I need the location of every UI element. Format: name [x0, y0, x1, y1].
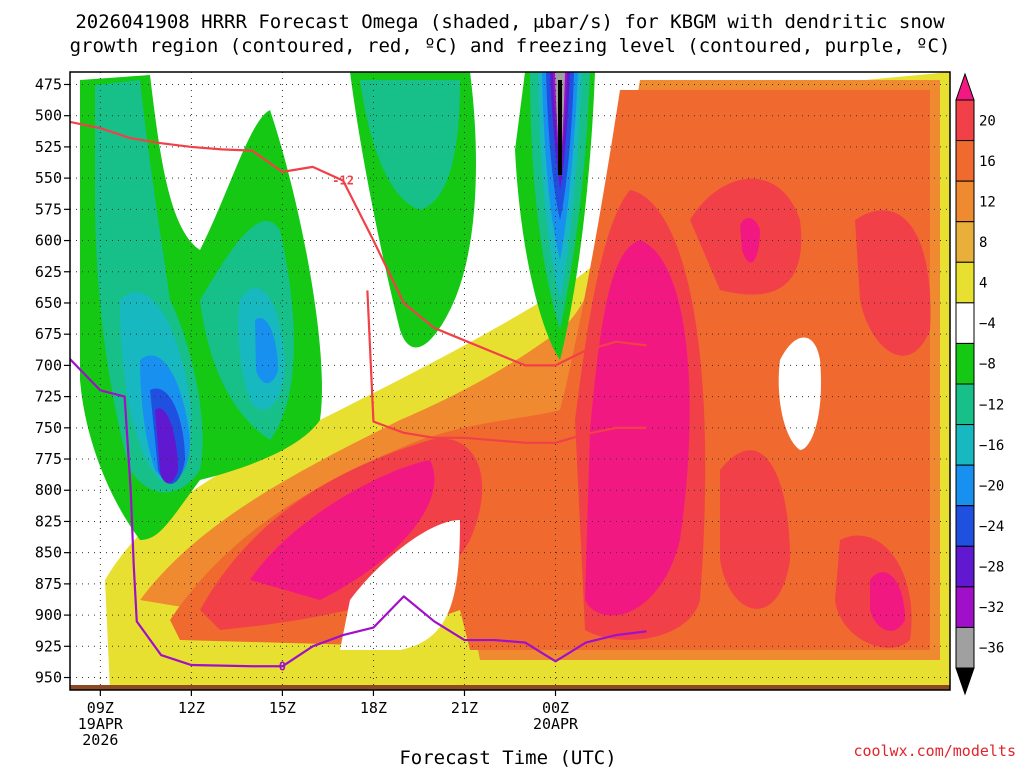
series-label-1: -12 [332, 174, 354, 188]
colorbar-top-arrow [955, 72, 975, 101]
y-tick-label-900: 900 [35, 606, 62, 624]
y-tick-label-550: 550 [35, 169, 62, 187]
x-tick-label-0-0: 09Z [87, 699, 114, 717]
colorbar-swatch-14 [955, 626, 975, 669]
series-line-2 [366, 290, 647, 444]
series-line-0 [70, 358, 647, 668]
colorbar: 20 16 12 8 4 −4 −8 −12 −16 −20 −24 −28 −32 −36 [955, 72, 1004, 696]
series-label-0: 0 [279, 659, 286, 673]
y-tick-label-650: 650 [35, 294, 62, 312]
omega-region-12 [870, 572, 905, 631]
y-tick-label-950: 950 [35, 669, 62, 687]
y-tick-label-875: 875 [35, 575, 62, 593]
colorbar-label-8: −16 [979, 438, 1004, 454]
colorbar-swatch-7 [955, 342, 975, 385]
chart-title-line1: 2026041908 HRRR Forecast Omega (shaded, … [75, 11, 945, 33]
y-tick-label-625: 625 [35, 263, 62, 281]
y-tick-label-775: 775 [35, 450, 62, 468]
plot-area: 0 -12 [69, 71, 951, 691]
omega-region-22 [155, 408, 178, 484]
colorbar-swatch-9 [955, 424, 975, 466]
y-tick-label-925: 925 [35, 637, 62, 655]
omega-region-8 [855, 210, 931, 356]
omega-region-11 [740, 218, 760, 263]
credit-text: coolwx.com/modelts [853, 742, 1016, 760]
colorbar-label-3: 8 [979, 235, 987, 251]
chart-title-line2: growth region (contoured, red, ºC) and f… [70, 35, 951, 57]
x-axis-label: Forecast Time (UTC) [399, 747, 616, 768]
colorbar-label-11: −28 [979, 560, 1004, 576]
y-tick-label-700: 700 [35, 356, 62, 374]
y-tick-label-500: 500 [35, 107, 62, 125]
omega-region-25 [360, 80, 460, 210]
contour-lines: 0 -12 [70, 120, 647, 673]
omega-region-34 [558, 80, 562, 175]
y-tick-label-600: 600 [35, 232, 62, 250]
colorbar-label-1: 16 [979, 154, 996, 170]
colorbar-label-9: −20 [979, 478, 1004, 494]
colorbar-swatch-1 [955, 99, 975, 142]
colorbar-swatch-2 [955, 140, 975, 182]
y-tick-label-725: 725 [35, 388, 62, 406]
plot-frame [69, 71, 951, 691]
colorbar-swatch-11 [955, 505, 975, 547]
colorbar-label-4: 4 [979, 276, 987, 292]
colorbar-swatch-5 [955, 261, 975, 304]
x-tick-label-0-2: 2026 [82, 731, 118, 749]
colorbar-label-10: −24 [979, 519, 1004, 535]
omega-region-23 [255, 318, 278, 384]
x-tick-label-12-0: 21Z [451, 699, 478, 717]
gridlines [70, 72, 950, 690]
x-tick-label-0-1: 19APR [78, 715, 124, 733]
colorbar-swatch-6 [955, 302, 975, 344]
omega-region-13 [778, 337, 821, 450]
omega-shaded-field [80, 72, 950, 690]
colorbar-label-6: −8 [979, 357, 996, 373]
y-tick-label-575: 575 [35, 200, 62, 218]
colorbar-swatch-8 [955, 383, 975, 426]
series-line-1 [70, 120, 647, 367]
x-tick-label-3-0: 12Z [178, 699, 205, 717]
x-tick-label-15-0: 00Z [542, 699, 569, 717]
colorbar-swatch-10 [955, 464, 975, 507]
y-tick-label-800: 800 [35, 481, 62, 499]
y-tick-label-675: 675 [35, 325, 62, 343]
x-tick-label-9-0: 18Z [360, 699, 387, 717]
colorbar-label-13: −36 [979, 641, 1004, 657]
y-tick-label-850: 850 [35, 544, 62, 562]
colorbar-label-0: 20 [979, 113, 996, 129]
y-tick-label-525: 525 [35, 138, 62, 156]
y-tick-label-825: 825 [35, 512, 62, 530]
colorbar-swatch-4 [955, 221, 975, 263]
colorbar-swatch-12 [955, 545, 975, 588]
y-axis: 475 500 525 550 575 600 625 650 675 700 725 750 775 8… [35, 75, 70, 687]
x-tick-label-15-1: 20APR [533, 715, 579, 733]
colorbar-bottom-arrow [955, 667, 975, 696]
omega-region-9 [250, 460, 435, 600]
colorbar-swatch-13 [955, 586, 975, 628]
y-tick-label-475: 475 [35, 75, 62, 93]
y-tick-label-750: 750 [35, 419, 62, 437]
colorbar-label-2: 12 [979, 194, 996, 210]
colorbar-label-7: −12 [979, 397, 1004, 413]
colorbar-label-5: −4 [979, 316, 996, 332]
colorbar-swatch-3 [955, 180, 975, 223]
ground-strip [70, 685, 950, 690]
x-tick-label-6-0: 15Z [269, 699, 296, 717]
colorbar-label-12: −32 [979, 600, 1004, 616]
